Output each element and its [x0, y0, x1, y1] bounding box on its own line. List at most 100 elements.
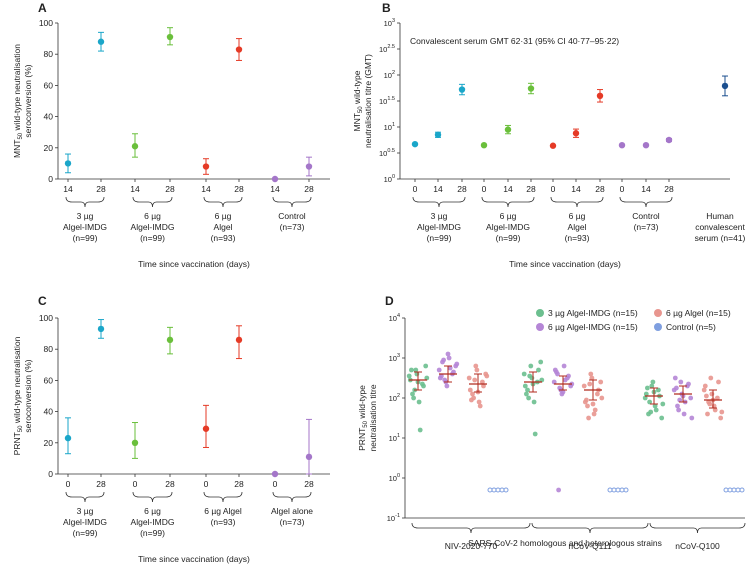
- data-point: [305, 163, 313, 170]
- data-point: [532, 431, 538, 437]
- group-label: (n=73): [280, 517, 305, 527]
- y-tick-label: 20: [44, 438, 54, 448]
- y-tick-exponent: 2: [397, 393, 400, 399]
- group-brace: [550, 196, 604, 208]
- x-tick-label: 14: [63, 184, 73, 194]
- data-point: [607, 487, 613, 493]
- data-point: [611, 487, 617, 493]
- data-point: [235, 336, 243, 344]
- y-tick-base: 10: [389, 394, 397, 403]
- x-tick-label: 14: [201, 184, 211, 194]
- data-point: [442, 377, 448, 383]
- data-point: [681, 411, 687, 417]
- data-point: [739, 487, 745, 493]
- y-axis-label-line2: neutralisation titre: [368, 384, 378, 451]
- y-tick-exponent: 2.5: [387, 44, 395, 50]
- group-label: Algel alone: [271, 506, 313, 516]
- x-tick-label: 0: [413, 184, 418, 194]
- data-point: [674, 385, 679, 391]
- data-point: [723, 487, 729, 493]
- y-label-main: PRNT: [12, 432, 22, 455]
- x-tick-label: 28: [457, 184, 467, 194]
- group-label: Algel: [214, 222, 233, 232]
- data-point: [659, 415, 665, 421]
- data-point: [531, 399, 537, 405]
- data-point: [715, 395, 720, 401]
- x-tick-label: 0: [620, 184, 625, 194]
- data-point: [305, 453, 313, 461]
- data-point: [235, 46, 243, 53]
- data-point: [64, 434, 72, 442]
- data-point: [623, 487, 629, 493]
- y-axis-label: PRNT50 wild-type neutralisation seroconve…: [12, 336, 33, 455]
- y-label-subscript: 50: [18, 425, 24, 432]
- data-point: [421, 383, 426, 389]
- group-label: (n=73): [634, 222, 659, 232]
- y-label-main: MNT: [12, 140, 22, 158]
- group-label: Algel-IMDG: [131, 222, 175, 232]
- data-point: [586, 415, 591, 421]
- legend-marker: [536, 323, 544, 331]
- data-point: [599, 395, 605, 401]
- legend-marker: [536, 309, 544, 317]
- data-point: [549, 142, 557, 149]
- y-tick-label: 40: [44, 112, 54, 122]
- data-point: [584, 397, 589, 403]
- x-tick-label: 0: [273, 479, 278, 489]
- legend-label: Control (n=5): [666, 322, 716, 332]
- data-point: [271, 470, 279, 478]
- data-point: [556, 487, 561, 493]
- x-tick-label: 0: [204, 479, 209, 489]
- y-label-subscript: 50: [363, 420, 369, 427]
- y-tick-base: 10: [379, 97, 387, 106]
- data-point: [504, 126, 512, 133]
- data-point: [522, 383, 528, 389]
- data-point: [572, 130, 580, 137]
- y-tick-label: 101.5: [379, 96, 395, 106]
- data-point: [536, 367, 541, 373]
- y-axis-label: MNT50 wild-type neutralisation seroconver…: [12, 44, 33, 158]
- group-brace: [481, 196, 535, 208]
- group-label: 6 µg: [144, 211, 161, 221]
- y-tick-base: 10: [389, 314, 397, 323]
- data-point: [642, 142, 650, 149]
- group-label: Algel-IMDG: [63, 517, 107, 527]
- group-label: Control: [278, 211, 306, 221]
- data-point: [503, 487, 509, 493]
- data-point: [487, 487, 493, 493]
- group-label: (n=93): [211, 233, 236, 243]
- data-point: [650, 379, 656, 385]
- data-point: [676, 407, 681, 413]
- y-tick-label: 103: [389, 353, 400, 363]
- group-brace: [132, 196, 173, 208]
- group-label: (n=99): [140, 528, 165, 538]
- data-point: [474, 367, 480, 373]
- y-tick-label: 100: [39, 313, 53, 323]
- data-point: [618, 142, 626, 149]
- data-point: [588, 371, 594, 377]
- x-tick-label: 14: [433, 184, 443, 194]
- data-point: [424, 375, 430, 381]
- data-point: [686, 381, 691, 387]
- data-point: [649, 383, 655, 389]
- y-tick-exponent: 1: [397, 433, 400, 439]
- group-label: (n=99): [73, 233, 98, 243]
- data-point: [598, 379, 604, 385]
- y-tick-base: 10: [379, 149, 387, 158]
- data-point: [705, 411, 710, 417]
- x-tick-label: 14: [571, 184, 581, 194]
- panel-title: A: [38, 1, 47, 15]
- data-point: [466, 375, 472, 381]
- group-label: (n=73): [280, 222, 305, 232]
- data-point: [615, 487, 621, 493]
- group-label: (n=99): [427, 233, 452, 243]
- data-point: [645, 385, 650, 391]
- y-tick-exponent: 0: [397, 473, 400, 479]
- y-axis-label-line1: MNT50 wild-type: [352, 70, 364, 131]
- y-tick-base: 10: [384, 19, 392, 28]
- data-point: [562, 377, 568, 383]
- y-tick-label: 101: [389, 433, 400, 443]
- strain-brace: [411, 522, 531, 534]
- data-point: [481, 383, 486, 389]
